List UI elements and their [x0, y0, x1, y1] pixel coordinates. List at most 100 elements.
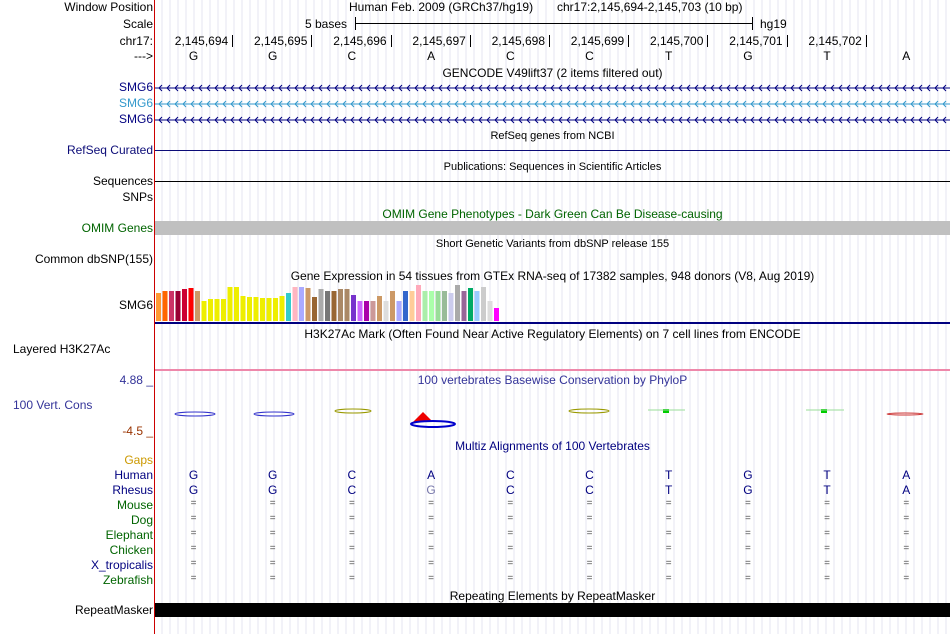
gtex-tissue-bar[interactable] [487, 301, 493, 321]
conservation-track-title[interactable]: 100 vertebrates Basewise Conservation by… [417, 373, 688, 387]
gtex-tissue-bar[interactable] [208, 299, 213, 321]
gtex-tissue-bar[interactable] [338, 289, 343, 321]
gtex-tissue-bar[interactable] [474, 291, 480, 321]
gtex-label[interactable]: SMG6 [118, 298, 153, 312]
gencode-track[interactable] [155, 80, 950, 128]
alignment-base: = [269, 528, 276, 539]
alignment-base: = [744, 528, 751, 539]
gencode-label-2[interactable]: SMG6 [118, 96, 153, 110]
alignment-base: = [190, 513, 197, 524]
gtex-tissue-bar[interactable] [442, 291, 447, 321]
gtex-tissue-bar[interactable] [312, 297, 317, 321]
conservation-logo[interactable] [155, 405, 950, 431]
gtex-tissue-bar[interactable] [195, 291, 200, 321]
gtex-tissue-bar[interactable] [221, 299, 226, 321]
h3k27ac-signal[interactable] [155, 369, 950, 371]
gtex-tissue-bar[interactable] [273, 298, 278, 321]
strand-arrow [854, 116, 859, 124]
refseq-track-title[interactable]: RefSeq genes from NCBI [490, 130, 615, 142]
gtex-tissue-bar[interactable] [481, 287, 486, 321]
conservation-label[interactable]: 100 Vert. Cons [13, 398, 93, 412]
gtex-tissue-bar[interactable] [156, 293, 161, 321]
gtex-tissue-bar[interactable] [247, 297, 252, 321]
gtex-tissue-bar[interactable] [422, 291, 428, 321]
gtex-tissue-bar[interactable] [435, 291, 441, 321]
strand-arrow [710, 84, 715, 92]
gtex-tissue-bar[interactable] [169, 291, 174, 321]
gtex-tissue-bar[interactable] [364, 301, 369, 321]
multiz-track-title[interactable]: Multiz Alignments of 100 Vertebrates [455, 439, 650, 453]
gtex-tissue-bar[interactable] [188, 288, 194, 321]
gtex-bar-chart[interactable] [155, 282, 950, 324]
alignment-base: = [586, 558, 593, 569]
gtex-tissue-bar[interactable] [468, 288, 473, 321]
gtex-tissue-bar[interactable] [351, 295, 356, 321]
gencode-label-1[interactable]: SMG6 [118, 80, 153, 94]
gtex-tissue-bar[interactable] [182, 289, 187, 321]
strand-arrow [798, 116, 803, 124]
coordinate-label: 2,145,697 [412, 34, 466, 48]
omim-track-title[interactable]: OMIM Gene Phenotypes - Dark Green Can Be… [382, 207, 723, 221]
gtex-tissue-bar[interactable] [234, 287, 239, 321]
snps-label[interactable]: SNPs [122, 190, 153, 204]
gtex-tissue-bar[interactable] [260, 298, 265, 321]
h3k27ac-track-title[interactable]: H3K27Ac Mark (Often Found Near Active Re… [304, 327, 801, 341]
gtex-tissue-bar[interactable] [299, 287, 304, 321]
gtex-tissue-bar[interactable] [409, 291, 415, 321]
gtex-tissue-bar[interactable] [448, 293, 454, 321]
strand-arrow [430, 116, 435, 124]
gencode-label-3[interactable]: SMG6 [118, 112, 153, 126]
strand-arrow [462, 116, 467, 124]
gtex-tissue-bar[interactable] [175, 291, 181, 321]
dbsnp-label[interactable]: Common dbSNP(155) [34, 252, 153, 266]
gtex-tissue-bar[interactable] [403, 291, 408, 321]
gtex-tissue-bar[interactable] [214, 299, 220, 321]
gtex-tissue-bar[interactable] [455, 285, 460, 321]
publications-track-title[interactable]: Publications: Sequences in Scientific Ar… [443, 161, 662, 173]
gencode-track-title[interactable]: GENCODE V49lift37 (2 items filtered out) [442, 66, 663, 80]
strand-arrow [502, 116, 507, 124]
dbsnp-track-title[interactable]: Short Genetic Variants from dbSNP releas… [435, 238, 670, 250]
gtex-tissue-bar[interactable] [357, 301, 363, 321]
gtex-tissue-bar[interactable] [461, 291, 467, 321]
gtex-tissue-bar[interactable] [344, 289, 350, 321]
strand-arrow [278, 100, 283, 108]
gtex-track-title[interactable]: Gene Expression in 54 tissues from GTEx … [290, 269, 815, 283]
gtex-tissue-bar[interactable] [227, 287, 233, 321]
alignment-base: = [269, 543, 276, 554]
gtex-tissue-bar[interactable] [286, 293, 291, 321]
strand-arrow [166, 84, 171, 92]
gtex-tissue-bar[interactable] [292, 287, 298, 321]
gtex-tissue-bar[interactable] [318, 289, 324, 321]
gtex-tissue-bar[interactable] [253, 297, 259, 321]
gtex-tissue-bar[interactable] [416, 285, 421, 321]
gtex-tissue-bar[interactable] [383, 301, 389, 321]
gtex-tissue-bar[interactable] [240, 296, 246, 321]
gtex-tissue-bar[interactable] [370, 301, 376, 321]
publications-line[interactable] [155, 181, 950, 182]
refseq-label[interactable]: RefSeq Curated [66, 143, 153, 157]
h3k27ac-label[interactable]: Layered H3K27Ac [13, 342, 111, 356]
refseq-gene-line[interactable] [155, 150, 950, 151]
repeatmasker-bar[interactable] [155, 603, 950, 617]
strand-arrow [918, 116, 923, 124]
gtex-tissue-bar[interactable] [305, 288, 311, 321]
gtex-tissue-bar[interactable] [377, 296, 382, 321]
gtex-tissue-bar[interactable] [325, 291, 330, 321]
gtex-tissue-bar[interactable] [494, 308, 499, 321]
gtex-tissue-bar[interactable] [331, 291, 337, 321]
omim-label[interactable]: OMIM Genes [81, 221, 153, 235]
repeatmasker-track-title[interactable]: Repeating Elements by RepeatMasker [449, 589, 656, 603]
repeatmasker-label[interactable]: RepeatMasker [74, 603, 153, 617]
strand-arrow [654, 100, 659, 108]
gtex-tissue-bar[interactable] [279, 296, 285, 321]
gtex-tissue-bar[interactable] [429, 291, 434, 321]
gtex-tissue-bar[interactable] [201, 301, 207, 321]
strand-arrow [614, 116, 619, 124]
omim-gene-bar[interactable] [155, 221, 950, 235]
publications-label[interactable]: Sequences [92, 174, 153, 188]
gtex-tissue-bar[interactable] [390, 291, 395, 321]
gtex-tissue-bar[interactable] [396, 301, 402, 321]
gtex-tissue-bar[interactable] [162, 291, 168, 321]
gtex-tissue-bar[interactable] [266, 298, 272, 321]
